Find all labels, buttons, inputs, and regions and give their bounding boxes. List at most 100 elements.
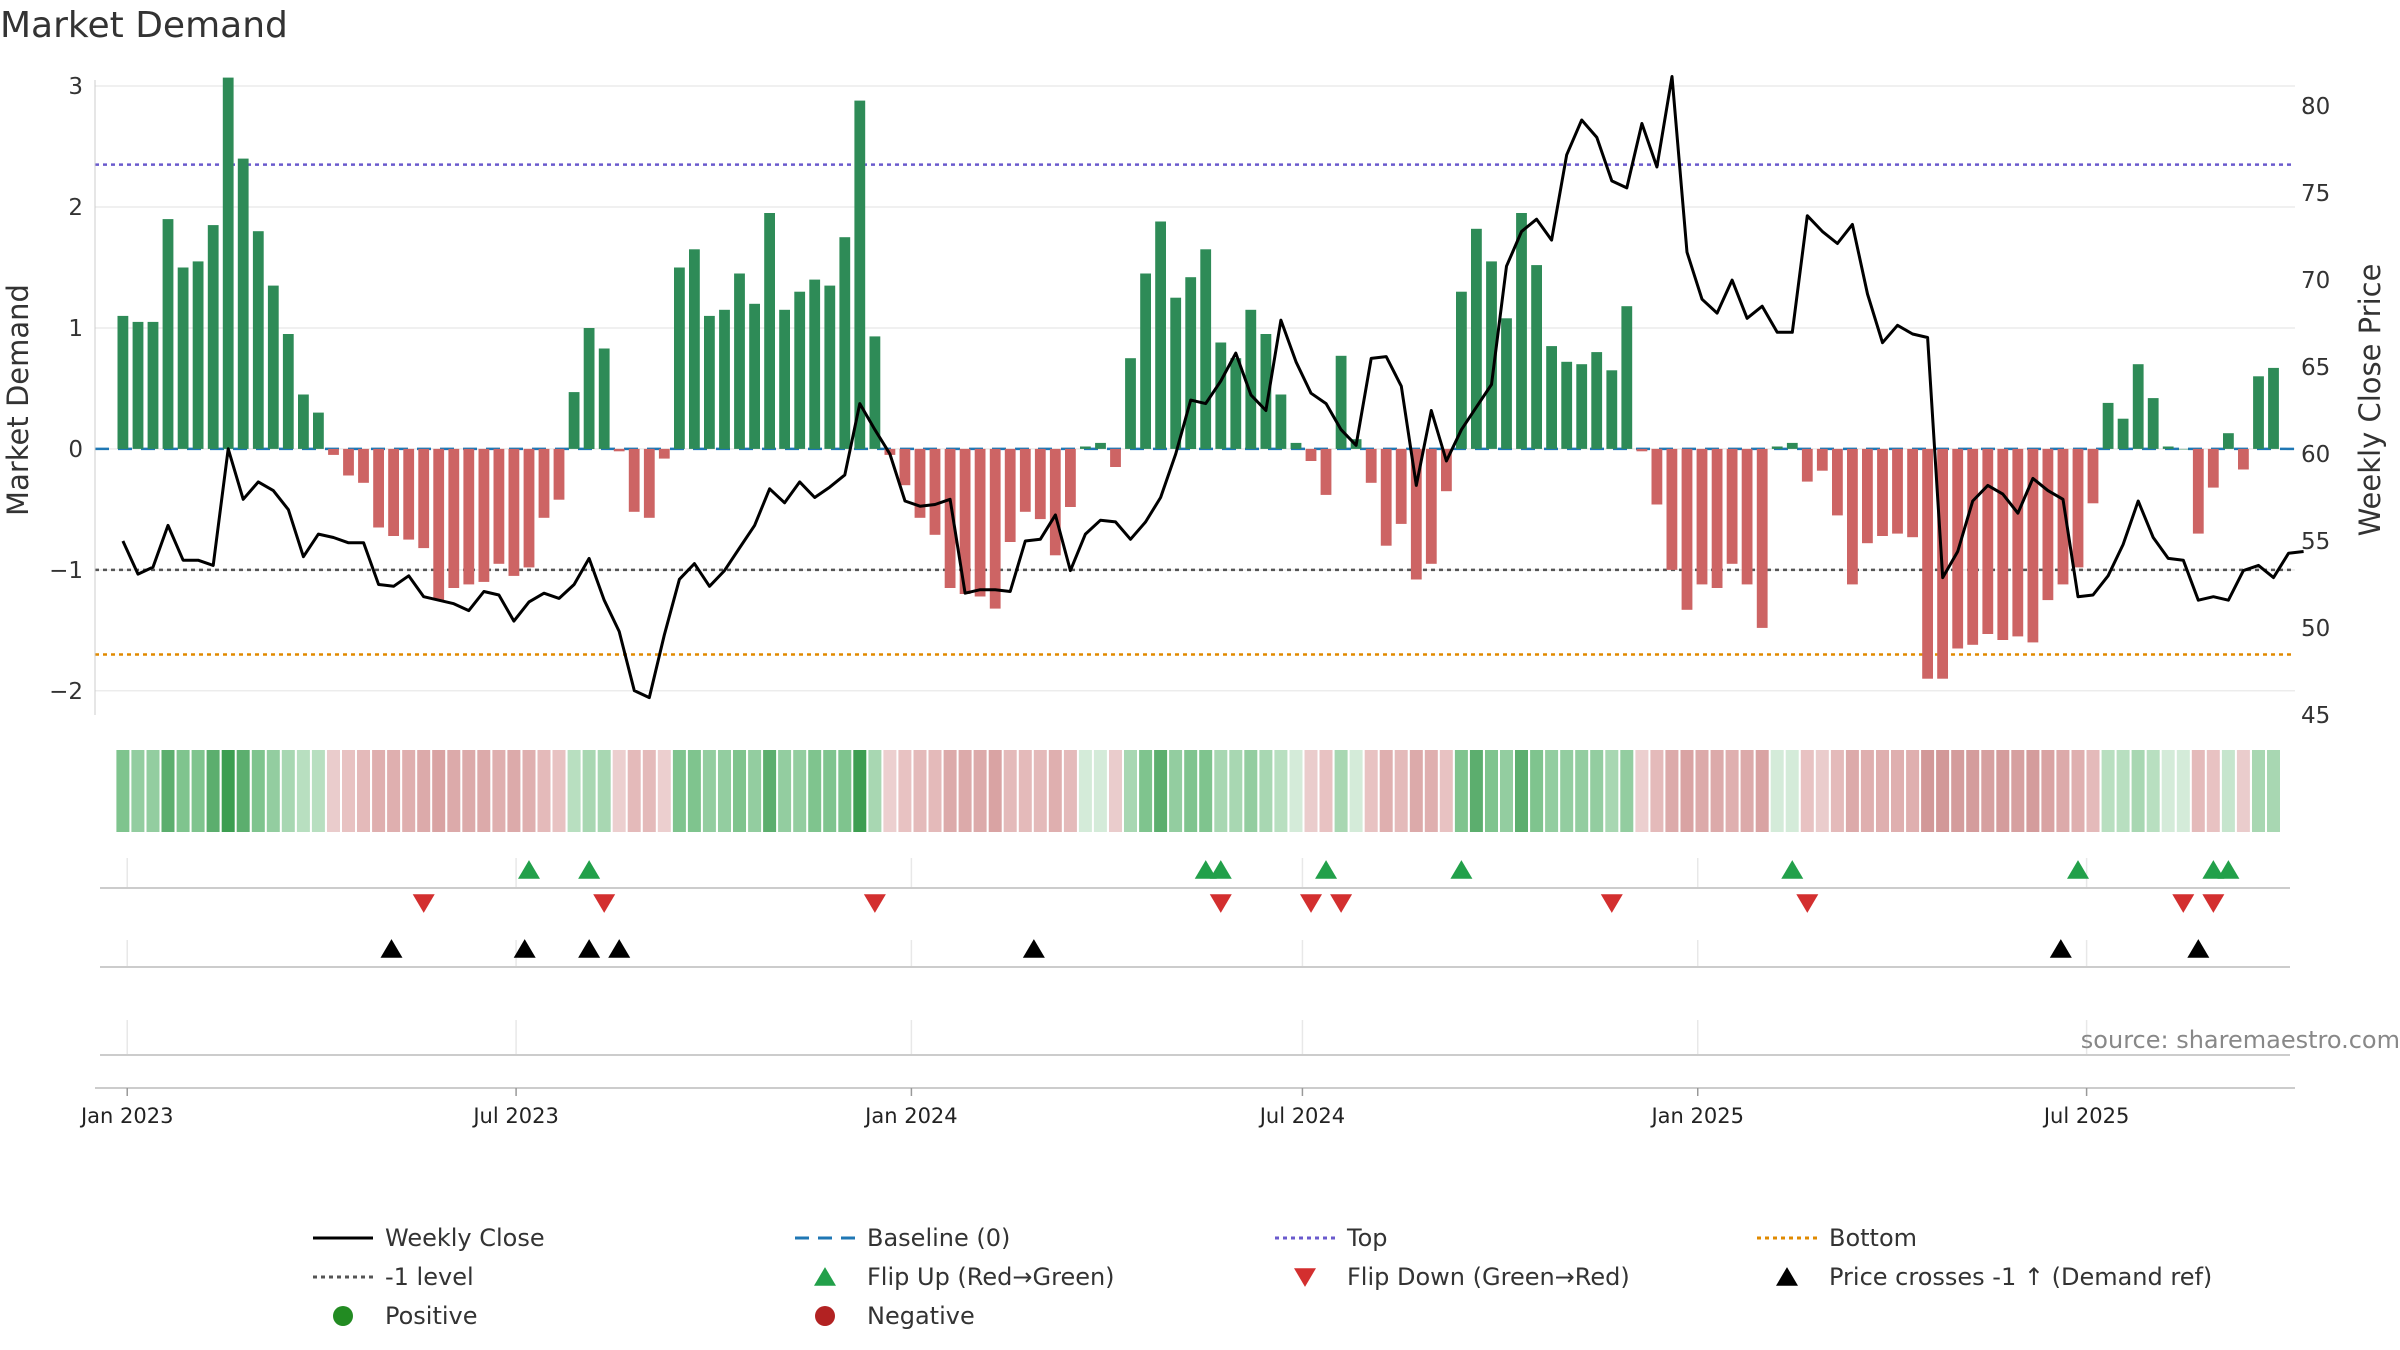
strip-cell (1349, 750, 1363, 832)
strip-cell (1695, 750, 1709, 832)
demand-bar (809, 279, 821, 449)
strip-cell (702, 750, 716, 832)
demand-bar (2268, 367, 2279, 449)
demand-bar (1095, 442, 1106, 449)
strip-cell (612, 750, 626, 832)
demand-bar (1245, 309, 1257, 449)
demand-bar (373, 448, 384, 528)
strip-cell (672, 750, 686, 832)
strip-cell (1109, 750, 1122, 832)
demand-bar (929, 448, 941, 535)
strip-cell (161, 750, 175, 832)
strip-cell (1770, 750, 1784, 832)
x-tick-label: Jan 2024 (863, 1104, 958, 1128)
strip-cell (236, 750, 250, 832)
demand-bar (132, 321, 144, 449)
legend-label: Top (1346, 1224, 1388, 1252)
strip-cell (1575, 750, 1589, 832)
flip-up-marker (1781, 860, 1804, 879)
demand-bar (1546, 346, 1557, 449)
strip-cell (342, 750, 355, 832)
demand-bar (418, 448, 430, 549)
event-panels (95, 858, 2295, 1089)
demand-bar (2253, 376, 2264, 449)
strip-cell (1755, 750, 1769, 832)
flip-up-marker (2067, 860, 2090, 879)
strip-cell (1800, 750, 1814, 832)
demand-bar (252, 231, 264, 449)
strip-cell (492, 750, 506, 832)
right-tick-label: 45 (2301, 703, 2330, 729)
demand-bar (1305, 448, 1317, 461)
demand-bar (899, 448, 911, 486)
strip-cell (417, 750, 431, 832)
x-tick-label: Jul 2024 (1258, 1104, 1345, 1128)
strip-cell (1620, 750, 1634, 832)
legend-item: Positive (333, 1302, 478, 1330)
strip-cell (838, 750, 852, 832)
demand-bar (1516, 213, 1527, 449)
demand-bar (1140, 273, 1151, 449)
strip-cell (1891, 750, 1904, 832)
strip-cell (1093, 750, 1107, 832)
strip-cell (778, 750, 792, 832)
demand-bar (2192, 448, 2204, 534)
demand-bar (2132, 364, 2144, 449)
price-cross-marker (513, 939, 536, 958)
strip-cell (2267, 750, 2280, 832)
legend-label: Weekly Close (385, 1224, 545, 1252)
strip-cell (2252, 750, 2265, 832)
legend-item: Flip Down (Green→Red) (1294, 1263, 1630, 1291)
strip-cell (522, 750, 536, 832)
demand-bar (1034, 448, 1046, 520)
strip-cell (627, 750, 641, 832)
weekly-close-polyline (121, 75, 2304, 700)
demand-bar (313, 412, 324, 449)
strip-cell (266, 750, 280, 832)
strip-cell (928, 750, 942, 832)
demand-bar (1907, 448, 1918, 538)
strip-cell (2056, 750, 2070, 832)
strip-cell (1154, 750, 1168, 832)
strip-cell (116, 750, 130, 832)
demand-bar (2087, 448, 2099, 504)
strip-cell (1876, 750, 1889, 832)
strip-cell (883, 750, 897, 832)
strip-cell (2191, 750, 2205, 832)
legend-swatch (333, 1306, 353, 1326)
demand-bar (2057, 448, 2069, 585)
demand-bar (1997, 448, 2009, 640)
demand-bar (1155, 221, 1166, 449)
left-axis-ticks: −2 −1 0 1 2 3 (49, 74, 83, 705)
flip-down-marker (1330, 894, 1353, 913)
demand-bar (1636, 448, 1648, 452)
price-cross-markers (380, 939, 2210, 958)
strip-cell (1545, 750, 1559, 832)
strip-cell (402, 750, 416, 832)
strip-cell (2161, 750, 2175, 832)
demand-bar (538, 448, 550, 518)
demand-bar (1816, 448, 1828, 471)
strip-cell (462, 750, 476, 832)
strip-cell (1830, 750, 1844, 832)
strip-cell (1590, 750, 1604, 832)
demand-bar (1471, 228, 1482, 449)
legend-swatch (1294, 1268, 1316, 1287)
strip-cell (1981, 750, 1995, 832)
demand-bar (493, 448, 505, 564)
strip-cell (552, 750, 566, 832)
right-tick-label: 70 (2301, 268, 2330, 294)
strip-cell (1996, 750, 2010, 832)
strip-cell (146, 750, 160, 832)
demand-bar (1666, 448, 1678, 570)
strip-cell (1244, 750, 1258, 832)
demand-bar (734, 273, 745, 449)
demand-bar (1606, 370, 1618, 449)
strip-cell (748, 750, 762, 832)
demand-bar (298, 394, 309, 449)
demand-bar (2162, 446, 2174, 449)
strip-cell (1124, 750, 1137, 832)
demand-bar (974, 448, 986, 597)
demand-bar (1967, 448, 1979, 645)
demand-bar (1771, 446, 1783, 449)
